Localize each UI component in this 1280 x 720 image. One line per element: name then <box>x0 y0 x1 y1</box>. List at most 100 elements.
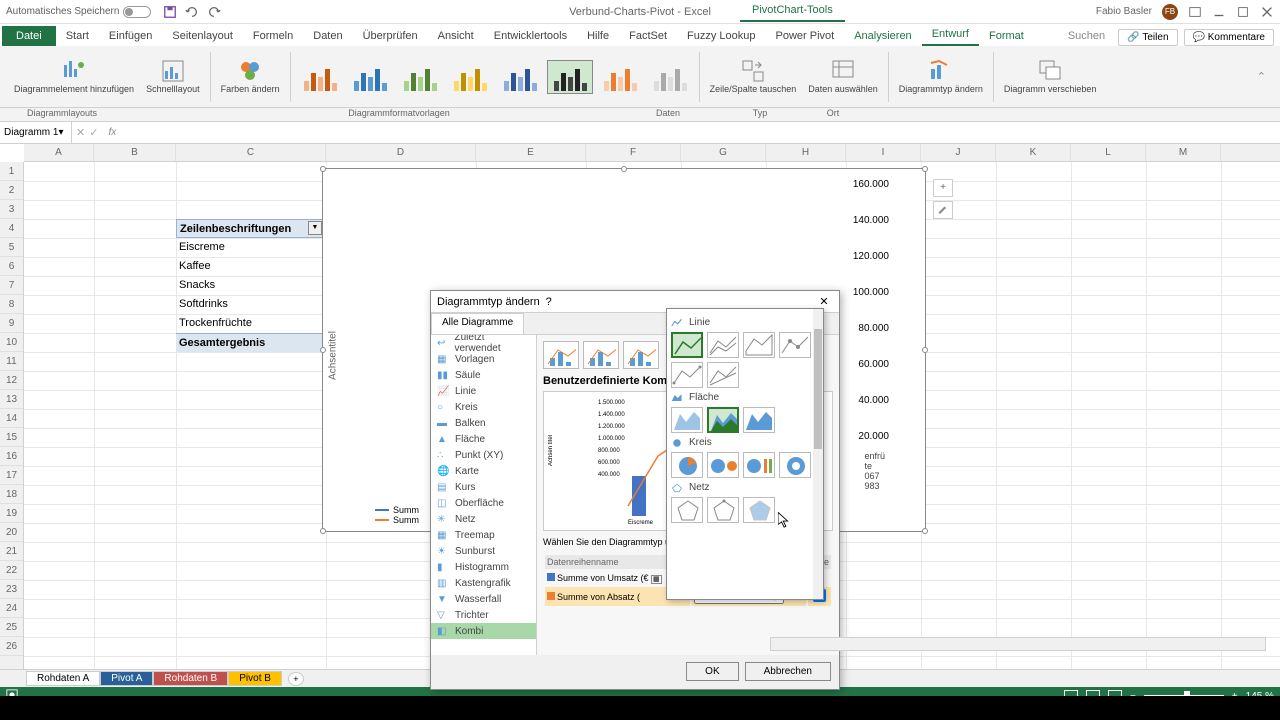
tab-fuzzy[interactable]: Fuzzy Lookup <box>677 26 765 46</box>
line-subtype-3[interactable] <box>743 332 775 358</box>
cell[interactable]: Eiscreme <box>176 238 326 257</box>
line-subtype-6[interactable] <box>707 362 739 388</box>
row-header[interactable]: 11 <box>0 352 23 371</box>
change-colors-button[interactable]: Farben ändern <box>217 57 284 97</box>
line-subtype-4[interactable] <box>779 332 811 358</box>
line-subtype-1[interactable] <box>671 332 703 358</box>
name-box[interactable]: Diagramm 1 ▾ <box>0 122 72 143</box>
col-header[interactable]: A <box>24 144 94 161</box>
chart-styles-gallery[interactable] <box>297 48 693 105</box>
row-header[interactable]: 15 <box>0 428 23 447</box>
sidebar-item-flche[interactable]: ▲Fläche <box>431 431 536 447</box>
row-header[interactable]: 12 <box>0 371 23 390</box>
sidebar-item-kombi[interactable]: ◧Kombi <box>431 623 536 639</box>
row-header[interactable]: 16 <box>0 447 23 466</box>
ok-button[interactable]: OK <box>686 662 738 681</box>
autosave-toggle[interactable]: Automatisches Speichern <box>6 6 151 18</box>
row-header[interactable]: 14 <box>0 409 23 428</box>
row-header[interactable]: 10 <box>0 333 23 352</box>
row-header[interactable]: 13 <box>0 390 23 409</box>
line-subtype-2[interactable] <box>707 332 739 358</box>
chart-style-3[interactable] <box>447 60 493 94</box>
row-header[interactable]: 19 <box>0 504 23 523</box>
minimize-icon[interactable] <box>1212 5 1226 19</box>
col-header[interactable]: E <box>476 144 586 161</box>
avatar[interactable]: FB <box>1162 4 1178 20</box>
col-header[interactable]: J <box>921 144 996 161</box>
row-header[interactable]: 2 <box>0 181 23 200</box>
dialog-close-icon[interactable]: ✕ <box>815 295 833 308</box>
row-header[interactable]: 20 <box>0 523 23 542</box>
tab-file[interactable]: Datei <box>2 26 56 46</box>
col-header[interactable]: K <box>996 144 1071 161</box>
quick-layout-button[interactable]: Schnelllayout <box>142 57 204 97</box>
add-sheet-button[interactable]: + <box>288 672 304 686</box>
redo-icon[interactable] <box>207 5 221 19</box>
line-subtype-5[interactable] <box>671 362 703 388</box>
sidebar-item-netz[interactable]: ✳Netz <box>431 511 536 527</box>
change-chart-type-button[interactable]: Diagrammtyp ändern <box>895 57 987 97</box>
cancel-fx-icon[interactable]: ✕ <box>76 126 85 139</box>
dialog-help-icon[interactable]: ? <box>540 296 558 308</box>
tab-analyze[interactable]: Analysieren <box>844 26 921 46</box>
row-header[interactable]: 21 <box>0 542 23 561</box>
col-header[interactable]: G <box>681 144 766 161</box>
close-icon[interactable] <box>1260 5 1274 19</box>
chart-style-2[interactable] <box>397 60 443 94</box>
accept-fx-icon[interactable]: ✓ <box>89 126 98 139</box>
sidebar-item-kurs[interactable]: ▤Kurs <box>431 479 536 495</box>
chart-style-1[interactable] <box>347 60 393 94</box>
sidebar-item-wasserfall[interactable]: ▼Wasserfall <box>431 591 536 607</box>
chart-brush-button[interactable] <box>933 201 953 219</box>
tab-search[interactable]: Suchen <box>1058 26 1115 46</box>
col-header[interactable]: H <box>766 144 846 161</box>
collapse-ribbon-icon[interactable]: ⌃ <box>1257 70 1274 83</box>
row-header[interactable]: 8 <box>0 295 23 314</box>
area-subtype-1[interactable] <box>671 407 703 433</box>
cell[interactable]: Trockenfrüchte <box>176 314 326 333</box>
cell[interactable]: Gesamtergebnis <box>176 333 326 352</box>
sidebar-item-punktxy[interactable]: ∴Punkt (XY) <box>431 447 536 463</box>
row-header[interactable]: 26 <box>0 637 23 656</box>
radar-subtype-1[interactable] <box>671 497 703 523</box>
pie-subtype-2[interactable] <box>707 452 739 478</box>
col-header[interactable]: D <box>326 144 476 161</box>
sidebar-item-zuletztverwendet[interactable]: ↩Zuletzt verwendet <box>431 335 536 351</box>
sidebar-item-kreis[interactable]: ○Kreis <box>431 399 536 415</box>
pie-subtype-1[interactable] <box>671 452 703 478</box>
move-chart-button[interactable]: Diagramm verschieben <box>1000 57 1101 97</box>
row-header[interactable]: 5 <box>0 238 23 257</box>
tab-pagelayout[interactable]: Seitenlayout <box>162 26 243 46</box>
chart-legend[interactable]: Summ Summ <box>375 505 419 525</box>
row-header[interactable]: 23 <box>0 580 23 599</box>
tab-view[interactable]: Ansicht <box>428 26 484 46</box>
sheet-tab-pivot-a[interactable]: Pivot A <box>100 671 153 686</box>
formula-input[interactable] <box>122 127 1280 138</box>
fx-icon[interactable]: fx <box>102 127 122 138</box>
sheet-tab-rohdaten-a[interactable]: Rohdaten A <box>26 671 100 686</box>
row-header[interactable]: 17 <box>0 466 23 485</box>
row-headers[interactable]: 1234567891011121314151617181920212223242… <box>0 162 24 669</box>
pie-subtype-4[interactable] <box>779 452 811 478</box>
row-header[interactable]: 25 <box>0 618 23 637</box>
combo-thumb-2[interactable] <box>623 341 659 369</box>
ribbon-options-icon[interactable] <box>1188 5 1202 19</box>
row-header[interactable]: 1 <box>0 162 23 181</box>
add-chart-element-button[interactable]: Diagrammelement hinzufügen <box>10 57 138 97</box>
sidebar-item-balken[interactable]: ▬Balken <box>431 415 536 431</box>
sidebar-item-oberflche[interactable]: ◫Oberfläche <box>431 495 536 511</box>
row-header[interactable]: 7 <box>0 276 23 295</box>
tab-format[interactable]: Format <box>979 26 1034 46</box>
pie-subtype-3[interactable] <box>743 452 775 478</box>
swap-row-col-button[interactable]: Zeile/Spalte tauschen <box>706 57 801 97</box>
sidebar-item-histogramm[interactable]: ▮Histogramm <box>431 559 536 575</box>
horizontal-scrollbar[interactable] <box>770 637 1266 651</box>
cancel-button[interactable]: Abbrechen <box>745 662 831 681</box>
column-headers[interactable]: ABCDEFGHIJKLM <box>24 144 1280 162</box>
chart-style-6[interactable] <box>597 60 643 94</box>
tab-data[interactable]: Daten <box>303 26 352 46</box>
popup-scrollbar[interactable] <box>813 309 823 599</box>
tab-factset[interactable]: FactSet <box>619 26 677 46</box>
cell[interactable]: Softdrinks <box>176 295 326 314</box>
sheet-tab-rohdaten-b[interactable]: Rohdaten B <box>153 671 228 686</box>
